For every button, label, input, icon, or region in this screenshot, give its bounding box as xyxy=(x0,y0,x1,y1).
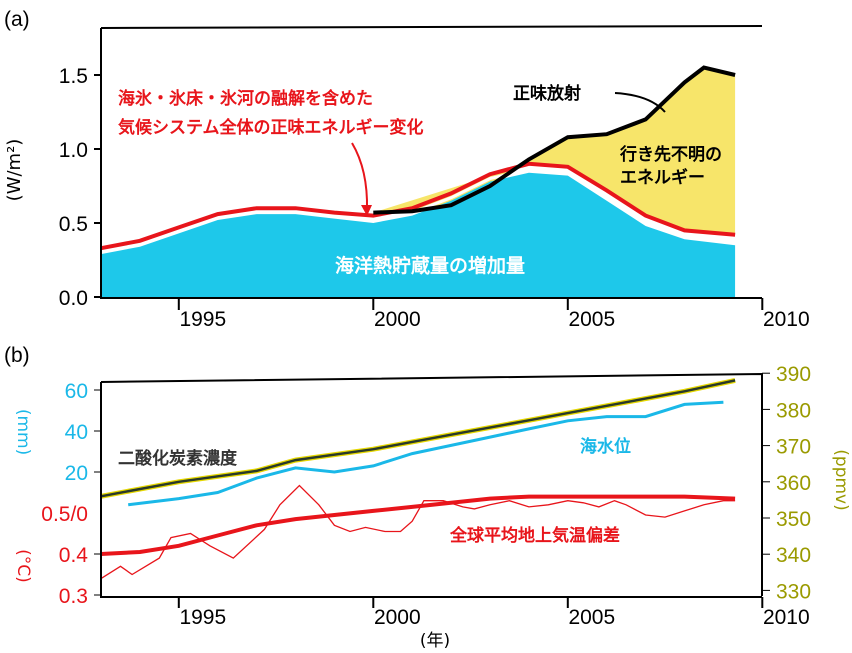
xtick-label-b: 2000 xyxy=(374,606,421,629)
unknown-label-2: エネルギー xyxy=(620,168,705,188)
sea-level-line xyxy=(128,400,724,507)
xtick-label-b: 2005 xyxy=(568,606,615,629)
ytick-label-zero: 0.5/0 xyxy=(41,503,88,526)
ylabel-mm: (mm) xyxy=(13,409,33,455)
net-radiation-line xyxy=(373,65,736,215)
ytick-label-ppm: 340 xyxy=(776,544,811,567)
sea-level-label: 海水位 xyxy=(580,436,631,457)
ytick-label-c: 0.4 xyxy=(59,544,89,567)
temp-label: 全球平均地上気温偏差 xyxy=(449,525,620,546)
temp-smooth-line xyxy=(100,494,736,556)
ytick-label-a: 1.0 xyxy=(59,139,88,162)
ytick-label-a: 1.5 xyxy=(59,65,88,88)
ytick-label-mm: 20 xyxy=(65,462,88,485)
ocean-heat-area xyxy=(101,172,736,297)
unknown-label: 行き先不明の xyxy=(619,144,722,165)
xtick-label-a: 2005 xyxy=(568,308,615,331)
panel-label-a: (a) xyxy=(4,8,30,31)
arrow xyxy=(614,92,666,113)
ytick-label-ppm: 330 xyxy=(776,580,811,603)
xlabel-b: (年) xyxy=(420,631,450,651)
ytick-label-c: 0.3 xyxy=(59,585,88,608)
xtick-label-a: 1995 xyxy=(179,308,226,331)
total-label: 海氷・氷床・氷河の融解を含めた xyxy=(118,88,373,109)
ytick-label-a: 0.5 xyxy=(59,213,88,236)
arrow xyxy=(351,142,369,211)
temp-raw-line xyxy=(100,484,736,580)
ytick-label-ppm: 380 xyxy=(776,399,811,422)
ocean-label: 海洋熱貯蔵量の増加量 xyxy=(335,254,525,277)
ytick-label-mm: 40 xyxy=(65,421,88,444)
ylabel-c: (°C) xyxy=(13,549,33,583)
ytick-label-mm: 60 xyxy=(65,380,88,403)
ytick-label-ppm: 390 xyxy=(776,363,811,386)
xtick-label-a: 2000 xyxy=(374,308,421,331)
ytick-label-ppm: 360 xyxy=(776,472,811,495)
co2-label: 二酸化炭素濃度 xyxy=(118,448,238,469)
net-label: 正味放射 xyxy=(513,83,581,104)
xtick-label-b: 2010 xyxy=(763,606,810,629)
ytick-label-ppm: 370 xyxy=(776,436,811,459)
ytick-label-ppm: 350 xyxy=(776,508,811,531)
panel-label-b: (b) xyxy=(4,344,30,367)
xtick-label-a: 2010 xyxy=(763,308,810,331)
co2-line xyxy=(100,379,736,498)
axes-b xyxy=(100,372,763,598)
arrow-head xyxy=(361,205,372,216)
ylabel-a: (W/m²) xyxy=(4,139,25,202)
total-energy-line xyxy=(100,161,736,251)
ytick-label-a: 0.0 xyxy=(59,287,88,310)
ylabel-ppm: (ppmv) xyxy=(831,449,851,510)
xtick-label-b: 1995 xyxy=(179,606,226,629)
total-label-2: 気候システム全体の正味エネルギー変化 xyxy=(117,117,424,138)
